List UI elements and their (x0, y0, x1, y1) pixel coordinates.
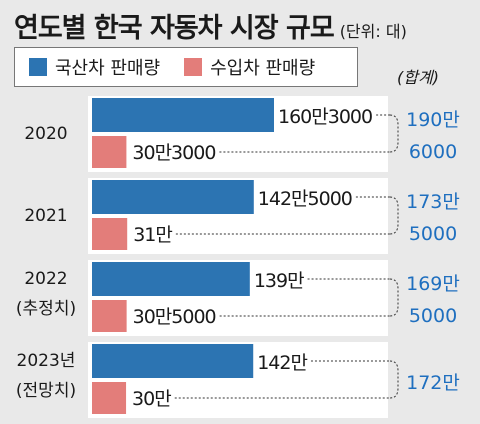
total-label-2: 169만 (406, 273, 460, 295)
bracket-3 (389, 360, 399, 399)
bracket-2 (389, 278, 399, 317)
total-label-0: 190만 (406, 109, 460, 131)
bar-label-domestic-3: 142만 (257, 352, 307, 374)
bar-domestic-2 (92, 262, 250, 296)
bar-label-import-0: 30만3000 (132, 142, 215, 164)
category-label-2: 2022 (24, 269, 67, 289)
bar-import-2 (92, 300, 127, 332)
bar-domestic-0 (92, 98, 274, 132)
total-sublabel-0: 6000 (409, 141, 457, 163)
legend-label-import: 수입차 판매량 (210, 58, 316, 79)
bar-domestic-3 (92, 344, 254, 378)
bar-import-3 (92, 382, 127, 414)
category-sublabel-2: (추정치) (16, 299, 76, 319)
category-label-3: 2023년 (17, 351, 76, 371)
total-label-3: 172만 (406, 372, 460, 394)
total-sublabel-1: 5000 (409, 223, 457, 245)
bar-domestic-1 (92, 180, 254, 214)
legend-label-domestic: 국산차 판매량 (55, 58, 161, 79)
bar-label-domestic-2: 139만 (254, 270, 304, 292)
category-sublabel-3: (전망치) (16, 381, 76, 401)
bar-label-import-3: 30만 (132, 388, 171, 410)
legend: 국산차 판매량 수입차 판매량 (14, 47, 358, 87)
bar-label-domestic-1: 142만5000 (258, 188, 352, 210)
legend-item-import: 수입차 판매량 (184, 54, 315, 80)
title-row: 연도별 한국 자동차 시장 규모 (단위: 대) (14, 6, 407, 45)
unit-label: (단위: 대) (339, 22, 407, 41)
bar-import-1 (92, 218, 128, 250)
bar-label-import-2: 30만5000 (133, 306, 216, 328)
bar-import-0 (92, 136, 127, 168)
bar-label-import-1: 31만 (133, 224, 172, 246)
total-label-1: 173만 (406, 191, 460, 213)
category-label-1: 2021 (24, 206, 67, 226)
legend-item-domestic: 국산차 판매량 (29, 54, 160, 80)
bracket-0 (389, 114, 399, 153)
total-column-header: (합계) (397, 68, 439, 87)
total-sublabel-2: 5000 (409, 305, 457, 327)
chart-title: 연도별 한국 자동차 시장 규모 (14, 13, 335, 44)
bar-label-domestic-0: 160만3000 (278, 106, 372, 128)
legend-swatch-import (184, 58, 203, 76)
category-label-0: 2020 (24, 124, 67, 144)
bracket-1 (389, 196, 399, 235)
legend-swatch-domestic (29, 58, 47, 76)
